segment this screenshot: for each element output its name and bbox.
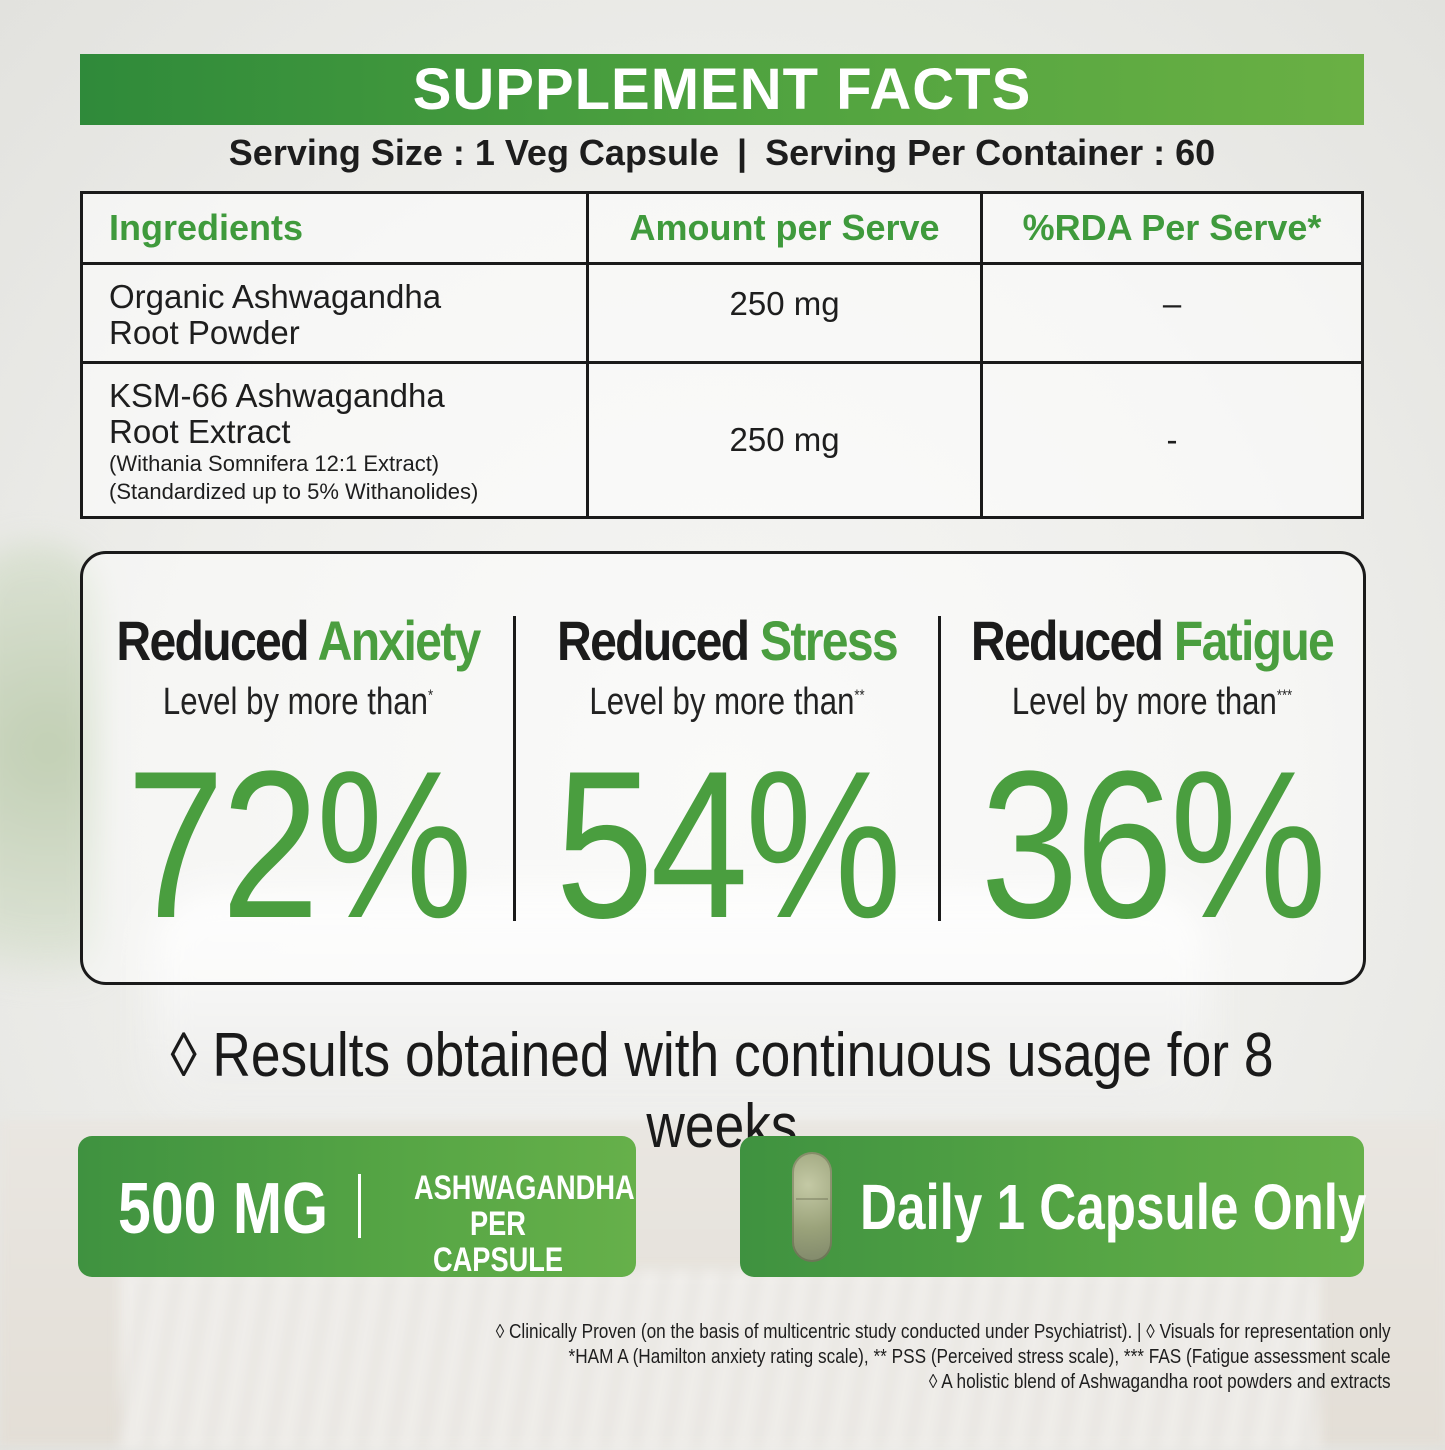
- stat-value: 36%: [980, 727, 1327, 962]
- stat-footnote-mark: ***: [1276, 687, 1293, 705]
- stat-footnote-mark: *: [427, 687, 434, 705]
- stat-prefix: Reduced: [970, 609, 1164, 672]
- stat-keyword: Anxiety: [317, 609, 482, 672]
- ingredient-note: (Standardized up to 5% Withanolides): [109, 479, 479, 504]
- dose-amount: 500 MG: [118, 1169, 329, 1249]
- ingredient-note: (Withania Somnifera 12:1 Extract): [109, 451, 440, 476]
- ingredient-name-line1: Organic Ashwagandha: [109, 278, 442, 315]
- header-amount: Amount per Serve: [586, 191, 984, 265]
- stat-fatigue: Reduced Fatigue Level by more than*** 36…: [941, 554, 1363, 982]
- stat-level: Level by more than**: [554, 681, 900, 724]
- table-header-row: Ingredients Amount per Serve %RDA Per Se…: [79, 191, 1364, 265]
- footnote-line: ◊ Clinically Proven (on the basis of mul…: [496, 1321, 1391, 1343]
- serving-size: Serving Size : 1 Veg Capsule: [228, 132, 719, 173]
- background-sofa: [150, 890, 1210, 1120]
- stat-divider: [938, 616, 941, 921]
- stat-prefix: Reduced: [116, 609, 309, 672]
- daily-dose-badge: Daily 1 Capsule Only: [740, 1136, 1367, 1277]
- stat-heading: Reduced Fatigue: [970, 608, 1335, 673]
- stat-prefix: Reduced: [557, 609, 750, 672]
- stat-level: Level by more than*: [122, 681, 475, 724]
- table-row: Organic Ashwagandha Root Powder 250 mg –: [79, 262, 1364, 364]
- capsule-icon: [792, 1152, 832, 1262]
- header-rda: %RDA Per Serve*: [980, 191, 1364, 265]
- diamond-icon: ◊: [170, 1021, 197, 1090]
- footnotes: ◊ Clinically Proven (on the basis of mul…: [496, 1320, 1391, 1395]
- stat-level-text: Level by more than: [162, 681, 428, 723]
- dose-badge: 500 MG ASHWAGANDHA PER CAPSULE: [78, 1136, 636, 1279]
- servings-per-container: Serving Per Container : 60: [765, 132, 1216, 173]
- stat-anxiety: Reduced Anxiety Level by more than* 72%: [83, 554, 513, 982]
- stat-heading: Reduced Anxiety: [113, 608, 483, 673]
- stat-divider: [513, 616, 516, 921]
- stat-value: 54%: [555, 727, 902, 962]
- ingredient-amount: 250 mg: [586, 361, 984, 519]
- ingredient-amount: 250 mg: [586, 262, 984, 364]
- stat-heading: Reduced Stress: [546, 608, 909, 673]
- stat-keyword: Stress: [760, 609, 899, 672]
- dose-descriptor-line2: PER CAPSULE: [433, 1205, 563, 1279]
- header-ingredients: Ingredients: [79, 191, 590, 265]
- serving-separator: |: [736, 132, 748, 173]
- dose-descriptor-line1: ASHWAGANDHA: [414, 1169, 635, 1207]
- ingredient-name: KSM-66 Ashwagandha Root Extract (Withani…: [79, 361, 590, 519]
- footnote-line: *HAM A (Hamilton anxiety rating scale), …: [568, 1346, 1391, 1368]
- supplement-facts-table: Ingredients Amount per Serve %RDA Per Se…: [79, 191, 1364, 519]
- results-stats-box: Reduced Anxiety Level by more than* 72% …: [80, 551, 1366, 985]
- ingredient-name-line2: Root Powder: [109, 314, 300, 351]
- dose-separator: [358, 1174, 361, 1238]
- ingredient-name: Organic Ashwagandha Root Powder: [79, 262, 590, 364]
- stat-footnote-mark: **: [854, 687, 865, 705]
- ingredient-rda: -: [980, 361, 1364, 519]
- background-rug: [120, 1270, 1320, 1450]
- dose-descriptor: ASHWAGANDHA PER CAPSULE: [414, 1169, 635, 1279]
- ingredient-name-line2: Root Extract: [109, 413, 291, 450]
- ingredient-name-line1: KSM-66 Ashwagandha: [109, 377, 445, 414]
- stat-value: 72%: [126, 727, 473, 962]
- serving-info: Serving Size : 1 Veg Capsule | Serving Per…: [80, 132, 1364, 174]
- ingredient-rda: –: [980, 262, 1364, 364]
- stat-keyword: Fatigue: [1173, 609, 1335, 672]
- stat-level-text: Level by more than: [1011, 681, 1277, 723]
- daily-dose-text: Daily 1 Capsule Only: [860, 1171, 1367, 1243]
- stat-level: Level by more than***: [979, 681, 1325, 724]
- footnote-line: ◊ A holistic blend of Ashwagandha root p…: [929, 1371, 1391, 1393]
- supplement-facts-title: SUPPLEMENT FACTS: [80, 54, 1364, 125]
- table-row: KSM-66 Ashwagandha Root Extract (Withani…: [79, 361, 1364, 519]
- stat-stress: Reduced Stress Level by more than** 54%: [516, 554, 938, 982]
- stat-level-text: Level by more than: [589, 681, 855, 723]
